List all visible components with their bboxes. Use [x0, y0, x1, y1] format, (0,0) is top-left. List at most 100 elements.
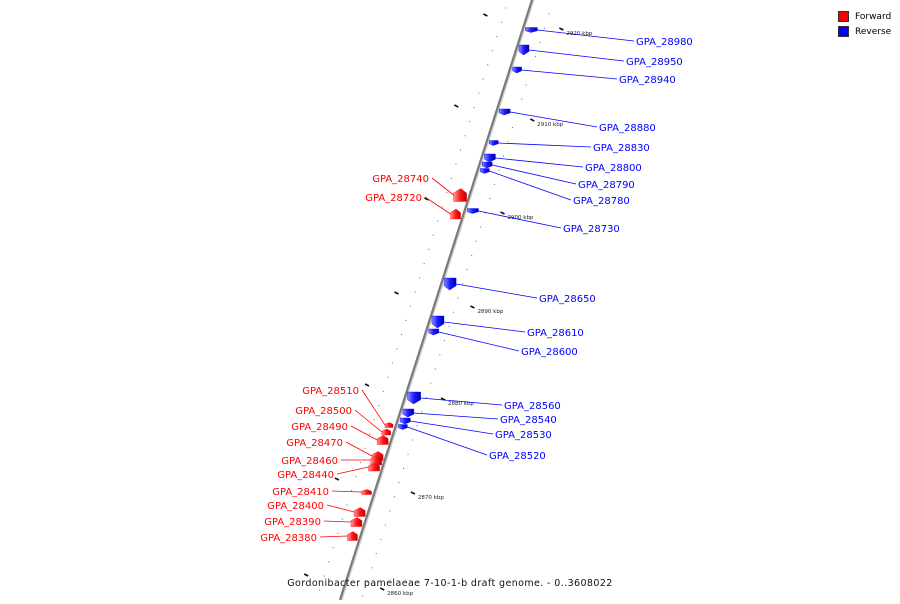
gene-leader-line — [498, 142, 592, 148]
gene-label-gpa-28650[interactable]: GPA_28650 — [539, 294, 596, 305]
gene-label-gpa-28460[interactable]: GPA_28460 — [281, 456, 338, 467]
gene-feature-gpa-28720[interactable] — [450, 208, 461, 220]
gene-feature-gpa-28410[interactable] — [361, 489, 372, 495]
gene-leader-line — [345, 441, 373, 457]
gene-feature-gpa-28530[interactable] — [400, 417, 411, 425]
major-tick-left — [364, 383, 370, 387]
gene-feature-gpa-28650[interactable] — [443, 277, 457, 291]
gene-leader-line — [361, 389, 386, 426]
gene-leader-line — [492, 164, 577, 185]
gene-feature-gpa-28440[interactable] — [368, 462, 380, 472]
gene-feature-gpa-28490[interactable] — [377, 435, 389, 445]
gene-feature-gpa-28460[interactable] — [370, 454, 382, 466]
gene-feature-gpa-28540[interactable] — [402, 408, 415, 418]
gene-label-gpa-28490[interactable]: GPA_28490 — [291, 422, 348, 433]
gene-label-gpa-28610[interactable]: GPA_28610 — [527, 328, 584, 339]
gene-label-gpa-28380[interactable]: GPA_28380 — [260, 533, 317, 544]
gene-leader-line — [413, 412, 499, 420]
genome-axis — [338, 0, 534, 601]
gene-leader-line — [354, 409, 383, 433]
gene-label-gpa-28530[interactable]: GPA_28530 — [495, 430, 552, 441]
gene-label-gpa-28800[interactable]: GPA_28800 — [585, 163, 642, 174]
gene-leader-line — [431, 177, 454, 196]
gene-leader-line — [350, 425, 378, 441]
major-tick-right — [500, 211, 505, 215]
gene-feature-gpa-28980[interactable] — [525, 27, 538, 33]
gene-label-gpa-28730[interactable]: GPA_28730 — [563, 224, 620, 235]
gene-feature-gpa-28390[interactable] — [350, 517, 363, 527]
gene-label-gpa-28560[interactable]: GPA_28560 — [504, 401, 561, 412]
gene-feature-gpa-28380[interactable] — [347, 531, 358, 541]
gene-label-gpa-28880[interactable]: GPA_28880 — [599, 123, 656, 134]
gene-feature-gpa-28560[interactable] — [407, 391, 421, 405]
gene-feature-gpa-28940[interactable] — [512, 66, 522, 74]
major-tick-left — [453, 104, 459, 108]
gene-leader-line — [319, 535, 348, 538]
reverse-swatch — [838, 26, 849, 37]
legend-item-reverse: Reverse — [838, 24, 891, 39]
gene-label-gpa-28500[interactable]: GPA_28500 — [295, 406, 352, 417]
axis-tick-label: 2860 kbp — [387, 591, 413, 597]
gene-label-gpa-28400[interactable]: GPA_28400 — [267, 501, 324, 512]
major-tick-right — [559, 27, 564, 31]
major-tick-right — [529, 118, 535, 122]
legend-item-forward: Forward — [838, 9, 891, 24]
gene-feature-gpa-28730[interactable] — [467, 208, 479, 214]
gene-leader-line — [443, 321, 526, 333]
gene-feature-gpa-28780[interactable] — [480, 168, 490, 174]
gene-leader-line — [336, 466, 369, 475]
gene-feature-gpa-28500[interactable] — [381, 428, 391, 436]
major-tick-right — [410, 491, 416, 495]
gene-feature-gpa-28880[interactable] — [498, 108, 511, 116]
gene-label-gpa-28470[interactable]: GPA_28470 — [286, 438, 343, 449]
gene-label-gpa-28600[interactable]: GPA_28600 — [521, 347, 578, 358]
axis-tick-label: 2920 kbp — [566, 31, 592, 37]
gene-feature-gpa-28790[interactable] — [482, 161, 493, 169]
major-tick-left — [424, 197, 429, 201]
gene-label-gpa-28720[interactable]: GPA_28720 — [365, 193, 422, 204]
gene-label-gpa-28780[interactable]: GPA_28780 — [573, 196, 630, 207]
gene-feature-gpa-28600[interactable] — [428, 328, 439, 336]
gene-feature-gpa-28520[interactable] — [398, 424, 408, 430]
axis-tick-label: 2880 kbp — [448, 401, 474, 407]
axis-tick-label: 2900 kbp — [508, 215, 534, 221]
gene-leader-line — [521, 69, 618, 80]
axis-tick-label: 2870 kbp — [418, 495, 444, 501]
gene-feature-gpa-28950[interactable] — [518, 44, 530, 56]
gene-label-gpa-28410[interactable]: GPA_28410 — [272, 487, 329, 498]
gene-leader-line — [407, 426, 488, 456]
genome-caption: Gordonibacter pamelaeae 7-10-1-b draft g… — [287, 578, 613, 589]
gene-label-gpa-28980[interactable]: GPA_28980 — [636, 37, 693, 48]
major-tick-right — [379, 587, 385, 591]
gene-feature-gpa-28830[interactable] — [489, 140, 499, 146]
gene-leader-line — [331, 490, 362, 493]
gene-label-gpa-28790[interactable]: GPA_28790 — [578, 180, 635, 191]
gene-leader-line — [420, 397, 503, 406]
gene-label-gpa-28740[interactable]: GPA_28740 — [372, 174, 429, 185]
major-tick-left — [303, 573, 309, 577]
gene-feature-gpa-28610[interactable] — [431, 315, 445, 329]
legend: Forward Reverse — [838, 9, 891, 39]
gene-label-gpa-28830[interactable]: GPA_28830 — [593, 143, 650, 154]
gene-label-gpa-28950[interactable]: GPA_28950 — [626, 57, 683, 68]
gene-leader-line — [323, 520, 351, 523]
gene-label-gpa-28540[interactable]: GPA_28540 — [500, 415, 557, 426]
gene-label-gpa-28940[interactable]: GPA_28940 — [619, 75, 676, 86]
gene-feature-gpa-28400[interactable] — [353, 507, 366, 517]
legend-forward-label: Forward — [855, 11, 892, 22]
legend-reverse-label: Reverse — [855, 26, 892, 37]
gene-label-gpa-28390[interactable]: GPA_28390 — [264, 517, 321, 528]
gene-label-gpa-28510[interactable]: GPA_28510 — [302, 386, 359, 397]
gene-label-gpa-28520[interactable]: GPA_28520 — [489, 451, 546, 462]
gene-leader-line — [495, 157, 584, 168]
gene-feature-gpa-28740[interactable] — [453, 188, 467, 202]
gene-leader-line — [456, 283, 538, 299]
gene-leader-line — [478, 210, 562, 229]
gene-feature-gpa-28510[interactable] — [384, 422, 394, 428]
gene-feature-gpa-28800[interactable] — [484, 153, 496, 163]
major-tick-left — [334, 477, 340, 481]
gene-leader-line — [410, 420, 494, 435]
gene-label-gpa-28440[interactable]: GPA_28440 — [277, 470, 334, 481]
